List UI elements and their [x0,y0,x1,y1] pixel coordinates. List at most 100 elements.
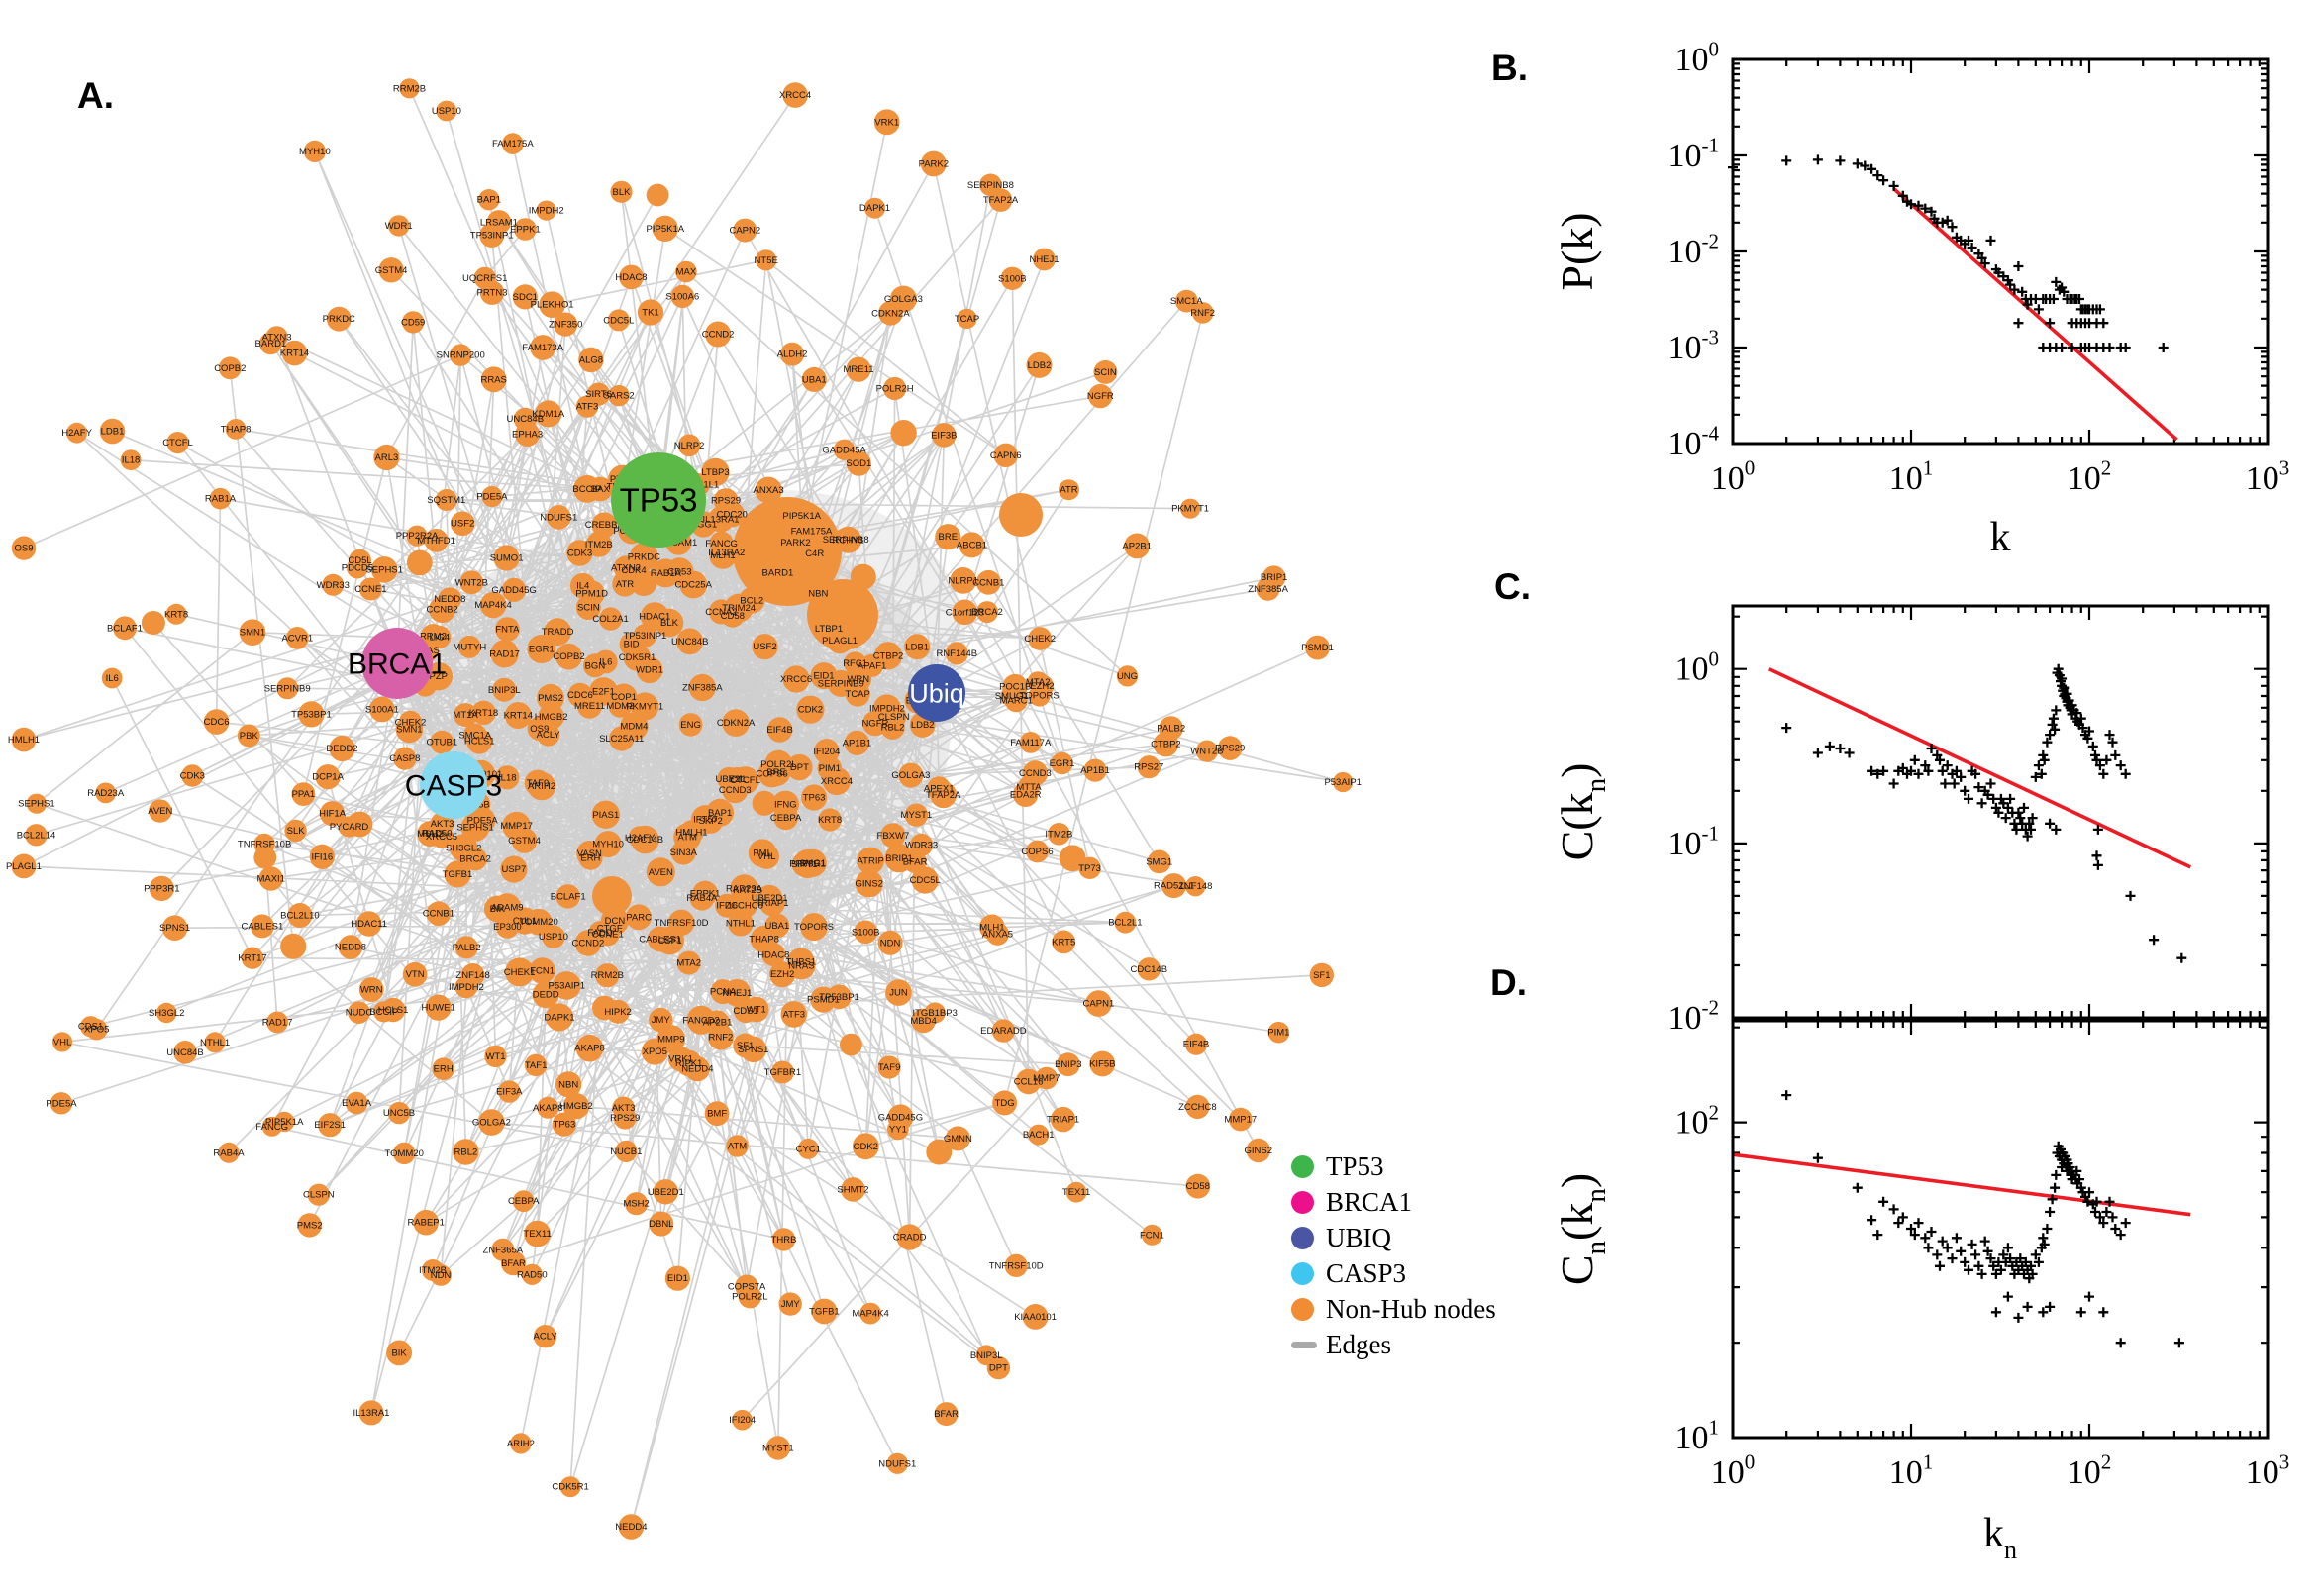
network-node [466,728,493,754]
network-node [797,1138,819,1159]
gene-label: PIM1 [1267,1028,1289,1039]
network-node [873,109,900,136]
gene-label: PML [753,848,772,859]
gene-label: BACH1 [1023,1130,1055,1141]
network-node [430,730,454,754]
gene-label: COL2A1 [592,614,628,625]
gene-label: SIRT6 [585,389,612,400]
gene-label: TAF9 [878,1062,901,1073]
gene-label: BARD1 [762,568,794,579]
network-node [652,215,678,242]
network-node [486,210,512,235]
network-node [758,890,785,917]
network-node [588,476,613,502]
network-node [1267,1021,1290,1044]
gene-label: WDR1 [385,221,413,232]
network-node [113,616,137,641]
legend-label: UBIQ [1326,1223,1391,1252]
gene-label: NDN [431,1270,452,1281]
gene-label: CDK5R1 [552,1482,589,1493]
network-node [422,1259,444,1281]
gene-label: OGG1 [690,520,717,531]
gene-label: MDM2 [606,701,634,712]
gene-label: BCL2L10 [280,911,320,922]
gene-label: MYST1 [901,810,933,821]
network-node [1114,911,1137,934]
network-node [450,344,472,366]
network-node [479,280,505,305]
network-node [756,249,777,271]
network-node [373,1001,395,1023]
gene-label: IL13RA1 [354,1408,390,1419]
network-node [576,841,603,867]
network-node [432,1057,455,1080]
network-node [345,1091,368,1115]
gene-label: CEBPA [508,1196,540,1207]
network-node [413,1209,440,1236]
y-tick-label: 10-2 [1668,230,1720,270]
network-node [636,656,663,684]
network-node [457,635,481,658]
gene-label: P53AIP1 [549,980,586,991]
gene-label: KRT5 [1052,937,1075,948]
gene-label: S100B [998,273,1027,284]
gene-label: CDS1 [78,1022,103,1033]
gene-label: MLH1 [979,922,1004,933]
network-node [1083,758,1107,782]
gene-label: ABCB1 [957,540,987,550]
gene-label: COPS6 [1021,847,1053,857]
gene-label: CTCFL [730,775,760,786]
gene-label: SMC1A [458,731,491,742]
network-node [1185,1173,1211,1199]
network-node [608,384,630,407]
gene-label: WNT2B [1190,747,1223,757]
gene-label: CDC5L [910,875,941,886]
gene-label: ITM2B [585,540,613,550]
network-node [1124,533,1151,559]
network-node [556,643,582,670]
network-node [512,284,538,310]
gene-label: CUL1 [513,916,537,927]
gene-label: XRCC4 [821,776,853,787]
network-graph: CDC6 COPS6 BCCIP CDK3 CCND2 WDR33 POLR2H POLR2L… [6,78,1362,1540]
gene-label: CDC25A [674,580,712,591]
gene-label: JMY [652,1015,671,1026]
gene-label: SMN1 [396,724,422,735]
network-node [11,536,37,560]
gene-label: XPO5 [643,1047,667,1057]
network-node [479,591,507,619]
network-node [763,559,791,587]
network-node [959,532,985,558]
network-node [920,150,947,177]
gene-label: ATM [678,832,697,843]
gene-label: CDC14B [627,835,664,846]
network-node [800,539,829,567]
gene-label: CCNA2 [705,607,737,618]
network-node [778,1292,802,1316]
gene-label: NUDC [346,1008,373,1019]
gene-label: HIPK2 [604,1007,631,1018]
gene-label: BFAR [501,1258,526,1269]
network-node [855,869,883,898]
network-node [846,356,871,382]
network-node [358,977,384,1002]
gene-label: ZNF148 [455,970,489,981]
gene-label: PBK [240,731,259,742]
hub-node-BRCA1 [361,628,433,699]
gene-label: PPP3R1 [144,883,179,894]
network-node [575,1034,604,1062]
gene-label: NDUFS1 [878,1458,916,1469]
gene-label: KRT8 [164,609,188,620]
gene-label: CHEK1 [504,967,536,978]
network-node [752,790,777,816]
gene-label: POLR2H [876,384,914,395]
network-node [101,667,123,689]
y-tick-label: 101 [1675,1416,1720,1456]
fit-line [1892,187,2178,442]
gene-label: COPB2 [553,651,584,662]
gene-label: MSH2 [623,1199,649,1210]
network-node [498,1080,521,1103]
gene-label: CD59 [401,317,425,328]
network-node [398,710,423,734]
gene-label: SUMO1 [490,553,524,564]
